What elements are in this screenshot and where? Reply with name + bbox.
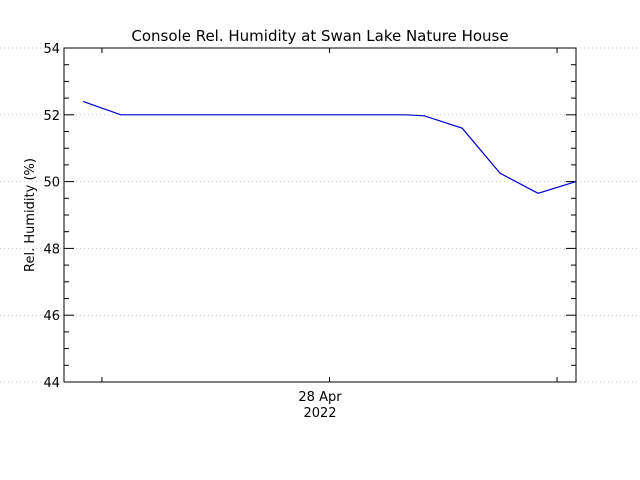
y-tick-label: 46 — [43, 309, 60, 324]
plot-frame — [63, 47, 577, 383]
series-layer — [82, 100, 577, 194]
y-axis: 44 46 48 50 52 54 — [43, 42, 576, 391]
y-tick-label: 48 — [43, 242, 60, 257]
y-axis-label: Rel. Humidity (%) — [23, 158, 38, 272]
y-tick-label: 54 — [43, 42, 60, 57]
x-tick-label-date: 28 Apr — [298, 390, 342, 405]
x-axis — [101, 48, 558, 382]
grid — [0, 47, 640, 383]
y-tick-label: 52 — [43, 109, 60, 124]
chart-title: Console Rel. Humidity at Swan Lake Natur… — [131, 27, 508, 45]
y-tick-label: 44 — [43, 376, 60, 391]
series-line — [82, 100, 577, 194]
y-tick-label: 50 — [43, 176, 60, 191]
x-tick-label-year: 2022 — [303, 406, 336, 421]
